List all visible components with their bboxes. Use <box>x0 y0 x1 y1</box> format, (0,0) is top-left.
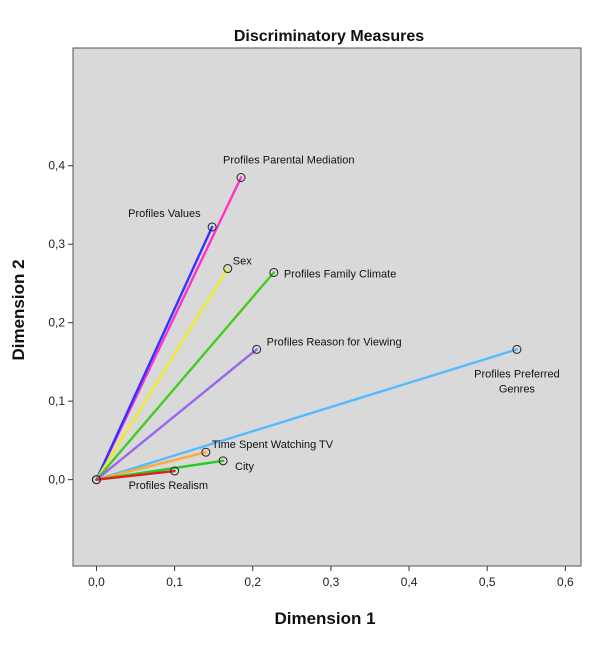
y-tick-label: 0,3 <box>48 237 65 251</box>
vector-time-spent-watching-tv <box>95 450 208 481</box>
label-city: City <box>235 461 254 473</box>
x-tick-label: 0,4 <box>401 575 418 589</box>
label-profiles-preferred-genres: Profiles Preferred Genres <box>474 368 560 395</box>
origin-point <box>91 475 102 485</box>
x-tick-label: 0,2 <box>244 575 261 589</box>
point-time-spent-watching-tv <box>201 447 211 457</box>
y-tick-label: 0,4 <box>48 159 65 173</box>
y-axis-label: Dimension 2 <box>9 259 28 360</box>
point-profiles-family-climate <box>269 267 279 277</box>
x-axis-label: Dimension 1 <box>274 609 375 628</box>
x-tick-label: 0,3 <box>323 575 340 589</box>
vector-profiles-values <box>95 225 214 481</box>
point-profiles-parental-mediation <box>236 173 246 182</box>
label-profiles-reason-for-viewing: Profiles Reason for Viewing <box>267 336 402 348</box>
point-profiles-values <box>207 222 217 232</box>
data-series <box>91 173 522 485</box>
x-tick-label: 0,0 <box>88 575 105 589</box>
x-tick-label: 0,5 <box>479 575 496 589</box>
vector-profiles-family-climate <box>95 271 276 481</box>
vector-profiles-reason-for-viewing <box>95 348 258 481</box>
chart-title: Discriminatory Measures <box>234 28 424 45</box>
vector-sex <box>95 267 229 481</box>
axis-ticks: 0,0 0,1 0,2 0,3 0,4 0,5 0,6 0,0 0,1 0,2 0,3 0,4 <box>48 159 574 589</box>
vector-profiles-preferred-genres <box>95 348 519 481</box>
point-sex <box>223 264 233 274</box>
x-tick-label: 0,1 <box>166 575 183 589</box>
label-profiles-values: Profiles Values <box>128 208 201 220</box>
point-profiles-realism <box>170 466 180 476</box>
y-tick-label: 0,2 <box>48 316 65 330</box>
plot-area <box>72 47 582 567</box>
label-profiles-family-climate: Profiles Family Climate <box>284 268 396 280</box>
vector-profiles-realism <box>95 469 176 481</box>
label-sex: Sex <box>233 256 252 268</box>
point-profiles-preferred-genres <box>512 344 522 354</box>
point-labels: Profiles Parental Mediation Profiles Valu… <box>128 155 560 493</box>
point-profiles-reason-for-viewing <box>252 344 262 354</box>
point-city <box>218 456 228 466</box>
x-tick-label: 0,6 <box>557 575 574 589</box>
y-tick-label: 0,1 <box>48 394 65 408</box>
label-time-spent-watching-tv: Time Spent Watching TV <box>212 439 334 451</box>
label-profiles-parental-mediation: Profiles Parental Mediation <box>223 155 354 167</box>
y-tick-label: 0,0 <box>48 473 65 487</box>
label-profiles-realism: Profiles Realism <box>129 480 208 492</box>
